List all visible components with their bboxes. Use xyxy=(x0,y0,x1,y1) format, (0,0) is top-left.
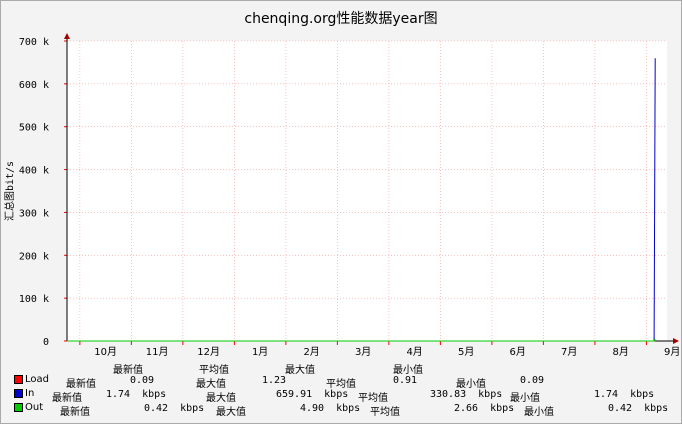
legend-series-name: Load xyxy=(25,374,49,385)
x-tick-label: 4月 xyxy=(406,346,422,358)
plot-area xyxy=(67,41,667,341)
y-tick-label: 200 k xyxy=(19,251,49,262)
legend-stat-value: 1.23 xyxy=(262,375,287,386)
y-tick-label: 700 k xyxy=(19,37,49,48)
legend-stat-label: 最小值 xyxy=(456,379,486,390)
legend-stat-label: 最大值 xyxy=(196,379,226,390)
legend-stat-label: 最大值 xyxy=(206,393,236,404)
legend-header-latest: 最新值 xyxy=(113,365,143,376)
legend-stat-label: 最小值 xyxy=(524,407,554,418)
x-tick-label: 11月 xyxy=(146,346,169,358)
legend-stat-label: 平均值 xyxy=(370,407,400,418)
x-axis-arrow xyxy=(673,338,679,344)
legend-entry-in: In xyxy=(14,388,34,401)
legend-header-min: 最小值 xyxy=(393,365,423,376)
legend-stat-value: 2.66 kbps xyxy=(454,403,515,414)
series-line-out xyxy=(67,338,656,342)
x-tick-label: 5月 xyxy=(458,346,474,358)
legend-entry-load: Load xyxy=(14,374,49,387)
x-tick-label: 10月 xyxy=(94,346,117,358)
y-tick-label: 400 k xyxy=(19,166,49,177)
legend-swatch xyxy=(14,402,23,412)
y-axis-arrow xyxy=(64,33,70,39)
legend-stat-value: 659.91 kbps xyxy=(276,389,349,400)
chart-title: chenqing.org性能数据year图 xyxy=(244,11,438,27)
y-tick-label: 0 xyxy=(43,337,49,348)
x-tick-label: 8月 xyxy=(612,346,628,358)
legend-stat-label: 最大值 xyxy=(216,407,246,418)
legend-stat-label: 平均值 xyxy=(326,379,356,390)
legend-header-max: 最大值 xyxy=(285,365,315,376)
legend-stat-value: 0.09 xyxy=(130,375,155,386)
legend-entry-out: Out xyxy=(14,402,43,415)
x-tick-label: 6月 xyxy=(509,346,525,358)
x-tick-label: 7月 xyxy=(561,346,577,358)
legend-stat-label: 最小值 xyxy=(510,393,540,404)
legend-stat-value: 1.74 kbps xyxy=(594,389,655,400)
legend-stat-value: 0.09 xyxy=(520,375,545,386)
y-tick-label: 500 k xyxy=(19,123,49,134)
legend-header-avg: 平均值 xyxy=(199,365,229,376)
legend-stat-value: 1.74 kbps xyxy=(106,389,167,400)
legend-stat-value: 0.91 xyxy=(393,375,418,386)
x-tick-label: 1月 xyxy=(252,346,268,358)
legend-stat-label: 最新值 xyxy=(60,407,90,418)
y-axis-label: 汇总图bit/s xyxy=(3,161,16,221)
y-tick-label: 100 k xyxy=(19,294,49,305)
legend-stat-label: 最新值 xyxy=(66,379,96,390)
x-tick-label: 3月 xyxy=(355,346,371,358)
x-tick-label: 9月 xyxy=(664,346,680,358)
legend-swatch xyxy=(14,388,23,398)
legend-stat-value: 330.83 kbps xyxy=(430,389,503,400)
legend-stat-label: 最新值 xyxy=(52,393,82,404)
legend-series-name: In xyxy=(25,388,35,399)
legend-stat-value: 0.42 kbps xyxy=(608,403,669,414)
legend-series-name: Out xyxy=(25,402,44,413)
x-tick-label: 12月 xyxy=(197,346,220,358)
x-tick-label: 2月 xyxy=(303,346,319,358)
legend-stat-value: 4.90 kbps xyxy=(300,403,361,414)
legend-swatch xyxy=(14,374,23,384)
legend-stat-value: 0.42 kbps xyxy=(144,403,205,414)
y-tick-label: 300 k xyxy=(19,208,49,219)
legend-stat-label: 平均值 xyxy=(358,393,388,404)
y-tick-label: 600 k xyxy=(19,80,49,91)
